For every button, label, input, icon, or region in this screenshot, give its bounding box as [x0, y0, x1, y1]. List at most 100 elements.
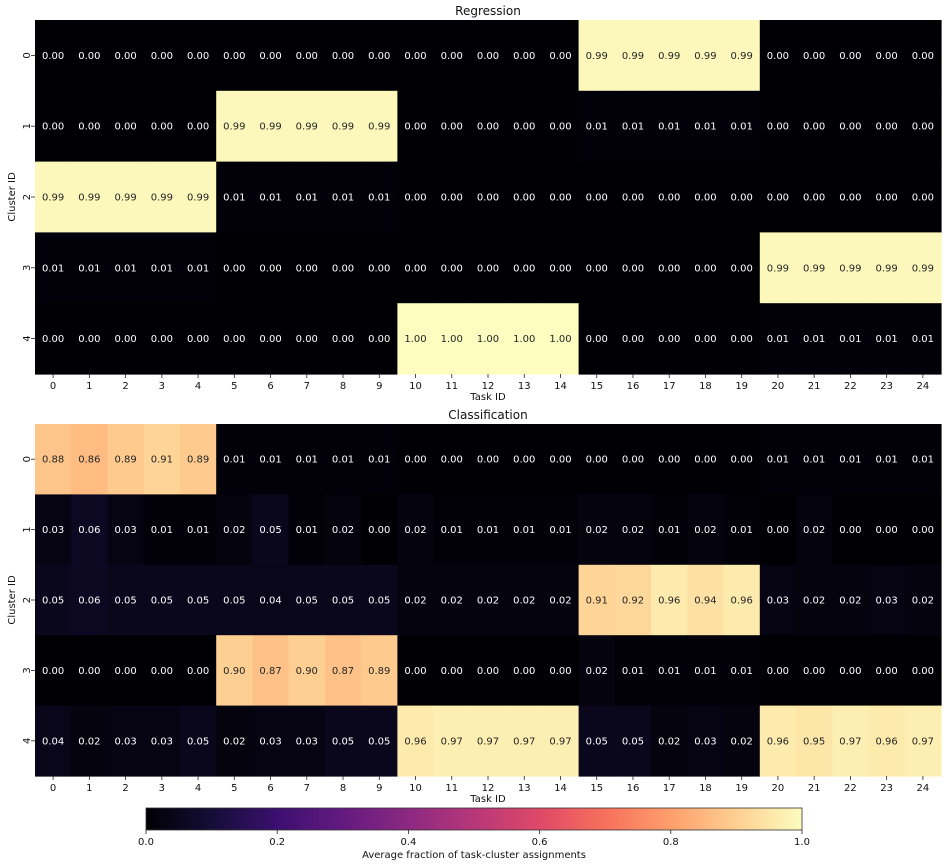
regression-cell-r3-c19 [723, 232, 761, 304]
regression-cell-label-r1-c1: 0.00 [78, 122, 100, 133]
regression-cell-label-r1-c16: 0.01 [622, 122, 644, 133]
regression-cell-label-r2-c11: 0.00 [441, 193, 463, 204]
regression-cell-r2-c10 [397, 161, 435, 233]
classification-cell-r2-c18 [687, 564, 725, 636]
colorbar: 0.0 0.2 0.4 0.6 0.8 1.0 Average fraction of ta… [138, 807, 810, 861]
classification-cell-label-r4-c10: 0.96 [404, 736, 426, 747]
regression-cell-label-r1-c5: 0.99 [223, 122, 245, 133]
classification-cell-label-r4-c19: 0.02 [731, 736, 753, 747]
regression-xtick-5: 5 [231, 381, 237, 392]
regression-cell-label-r3-c14: 0.00 [549, 263, 571, 274]
classification-cell-label-r0-c6: 0.01 [259, 455, 281, 466]
regression-cell-r0-c15 [578, 20, 616, 92]
classification-cell-r4-c16 [614, 705, 652, 777]
regression-cell-label-r0-c4: 0.00 [187, 51, 209, 62]
regression-cell-r3-c22 [832, 232, 870, 304]
regression-cell-label-r4-c20: 0.01 [767, 334, 789, 345]
classification-xtick-15: 15 [590, 783, 603, 794]
classification-cell-label-r4-c3: 0.03 [151, 736, 173, 747]
classification-cell-r2-c6 [252, 564, 290, 636]
classification-cell-r4-c15 [578, 705, 616, 777]
classification-cell-r3-c10 [397, 635, 435, 707]
regression-cell-label-r0-c5: 0.00 [223, 51, 245, 62]
regression-cell-label-r1-c6: 0.99 [259, 122, 281, 133]
regression-cell-label-r3-c16: 0.00 [622, 263, 644, 274]
classification-cell-label-r1-c13: 0.01 [513, 525, 535, 536]
regression-xtick-9: 9 [376, 381, 382, 392]
classification-cell-r2-c0 [35, 564, 72, 636]
classification-cell-r2-c19 [723, 564, 761, 636]
regression-cell-label-r3-c24: 0.99 [912, 263, 934, 274]
regression-cell-r4-c3 [143, 303, 181, 375]
regression-cell-label-r3-c20: 0.99 [767, 263, 789, 274]
classification-cell-label-r3-c1: 0.00 [78, 666, 100, 677]
classification-cell-r0-c11 [433, 424, 471, 495]
regression-cell-r4-c20 [759, 303, 797, 375]
classification-cell-r3-c15 [578, 635, 616, 707]
classification-cell-r2-c12 [469, 564, 507, 636]
regression-xtick-13: 13 [518, 381, 531, 392]
classification-cell-label-r0-c9: 0.01 [368, 455, 390, 466]
classification-cell-label-r4-c21: 0.95 [803, 736, 825, 747]
classification-cell-label-r2-c7: 0.05 [296, 596, 318, 607]
regression-cell-r0-c3 [143, 20, 181, 92]
classification-cell-r1-c19 [723, 494, 761, 566]
classification-cell-label-r3-c22: 0.00 [839, 666, 861, 677]
classification-cell-r2-c4 [179, 564, 217, 636]
classification-cell-r1-c1 [71, 494, 109, 566]
classification-cell-label-r2-c12: 0.02 [477, 596, 499, 607]
regression-cell-label-r3-c17: 0.00 [658, 263, 680, 274]
regression-ytick-0: 0 [22, 52, 33, 58]
classification-cell-r1-c9 [361, 494, 398, 566]
classification-cell-r1-c24 [904, 494, 942, 566]
classification-cell-r2-c22 [832, 564, 870, 636]
regression-cell-label-r1-c0: 0.00 [42, 122, 64, 133]
regression-cell-r2-c24 [904, 161, 942, 233]
classification-cell-r2-c14 [542, 564, 580, 636]
regression-cell-r3-c14 [542, 232, 580, 304]
regression-cell-r2-c13 [506, 161, 543, 233]
regression-cell-label-r1-c8: 0.99 [332, 122, 354, 133]
regression-cell-r4-c14 [542, 303, 580, 375]
classification-xtick-14: 14 [554, 783, 567, 794]
regression-xtick-12: 12 [482, 381, 495, 392]
classification-cell-r4-c23 [868, 705, 906, 777]
classification-cell-label-r0-c23: 0.01 [876, 455, 898, 466]
regression-cell-r2-c6 [252, 161, 290, 233]
classification-cell-r2-c23 [868, 564, 906, 636]
classification-cell-label-r4-c12: 0.97 [477, 736, 499, 747]
regression-ytick-4: 4 [22, 335, 33, 341]
regression-xtick-8: 8 [340, 381, 346, 392]
regression-cell-label-r0-c3: 0.00 [151, 51, 173, 62]
classification-xtick-11: 11 [445, 783, 458, 794]
classification-cell-r3-c11 [433, 635, 471, 707]
regression-cell-label-r2-c8: 0.01 [332, 193, 354, 204]
classification-cell-label-r3-c3: 0.00 [151, 666, 173, 677]
classification-cell-r1-c15 [578, 494, 616, 566]
regression-cell-label-r0-c22: 0.00 [839, 51, 861, 62]
classification-cell-r4-c21 [796, 705, 833, 777]
regression-cell-label-r4-c11: 1.00 [441, 334, 463, 345]
classification-cell-label-r1-c5: 0.02 [223, 525, 245, 536]
classification-cell-r1-c23 [868, 494, 906, 566]
classification-cell-r1-c4 [179, 494, 217, 566]
regression-cell-r4-c2 [107, 303, 145, 375]
regression-cell-label-r0-c13: 0.00 [513, 51, 535, 62]
classification-cell-label-r4-c7: 0.03 [296, 736, 318, 747]
classification-cell-r4-c1 [71, 705, 109, 777]
classification-cell-r3-c18 [687, 635, 725, 707]
regression-cell-label-r4-c3: 0.00 [151, 334, 173, 345]
regression-cell-r1-c16 [614, 90, 652, 163]
classification-cell-label-r4-c22: 0.97 [839, 736, 861, 747]
regression-cell-label-r0-c9: 0.00 [368, 51, 390, 62]
regression-cell-label-r1-c22: 0.00 [839, 122, 861, 133]
classification-cell-r3-c24 [904, 635, 942, 707]
classification-xtick-22: 22 [844, 783, 857, 794]
classification-cell-label-r4-c8: 0.05 [332, 736, 354, 747]
regression-cell-r0-c20 [759, 20, 797, 92]
regression-cell-r2-c16 [614, 161, 652, 233]
colorbar-tick-5: 1.0 [794, 837, 810, 848]
classification-cell-r0-c5 [216, 424, 254, 495]
regression-cell-r3-c24 [904, 232, 942, 304]
regression-cell-r1-c24 [904, 90, 942, 163]
